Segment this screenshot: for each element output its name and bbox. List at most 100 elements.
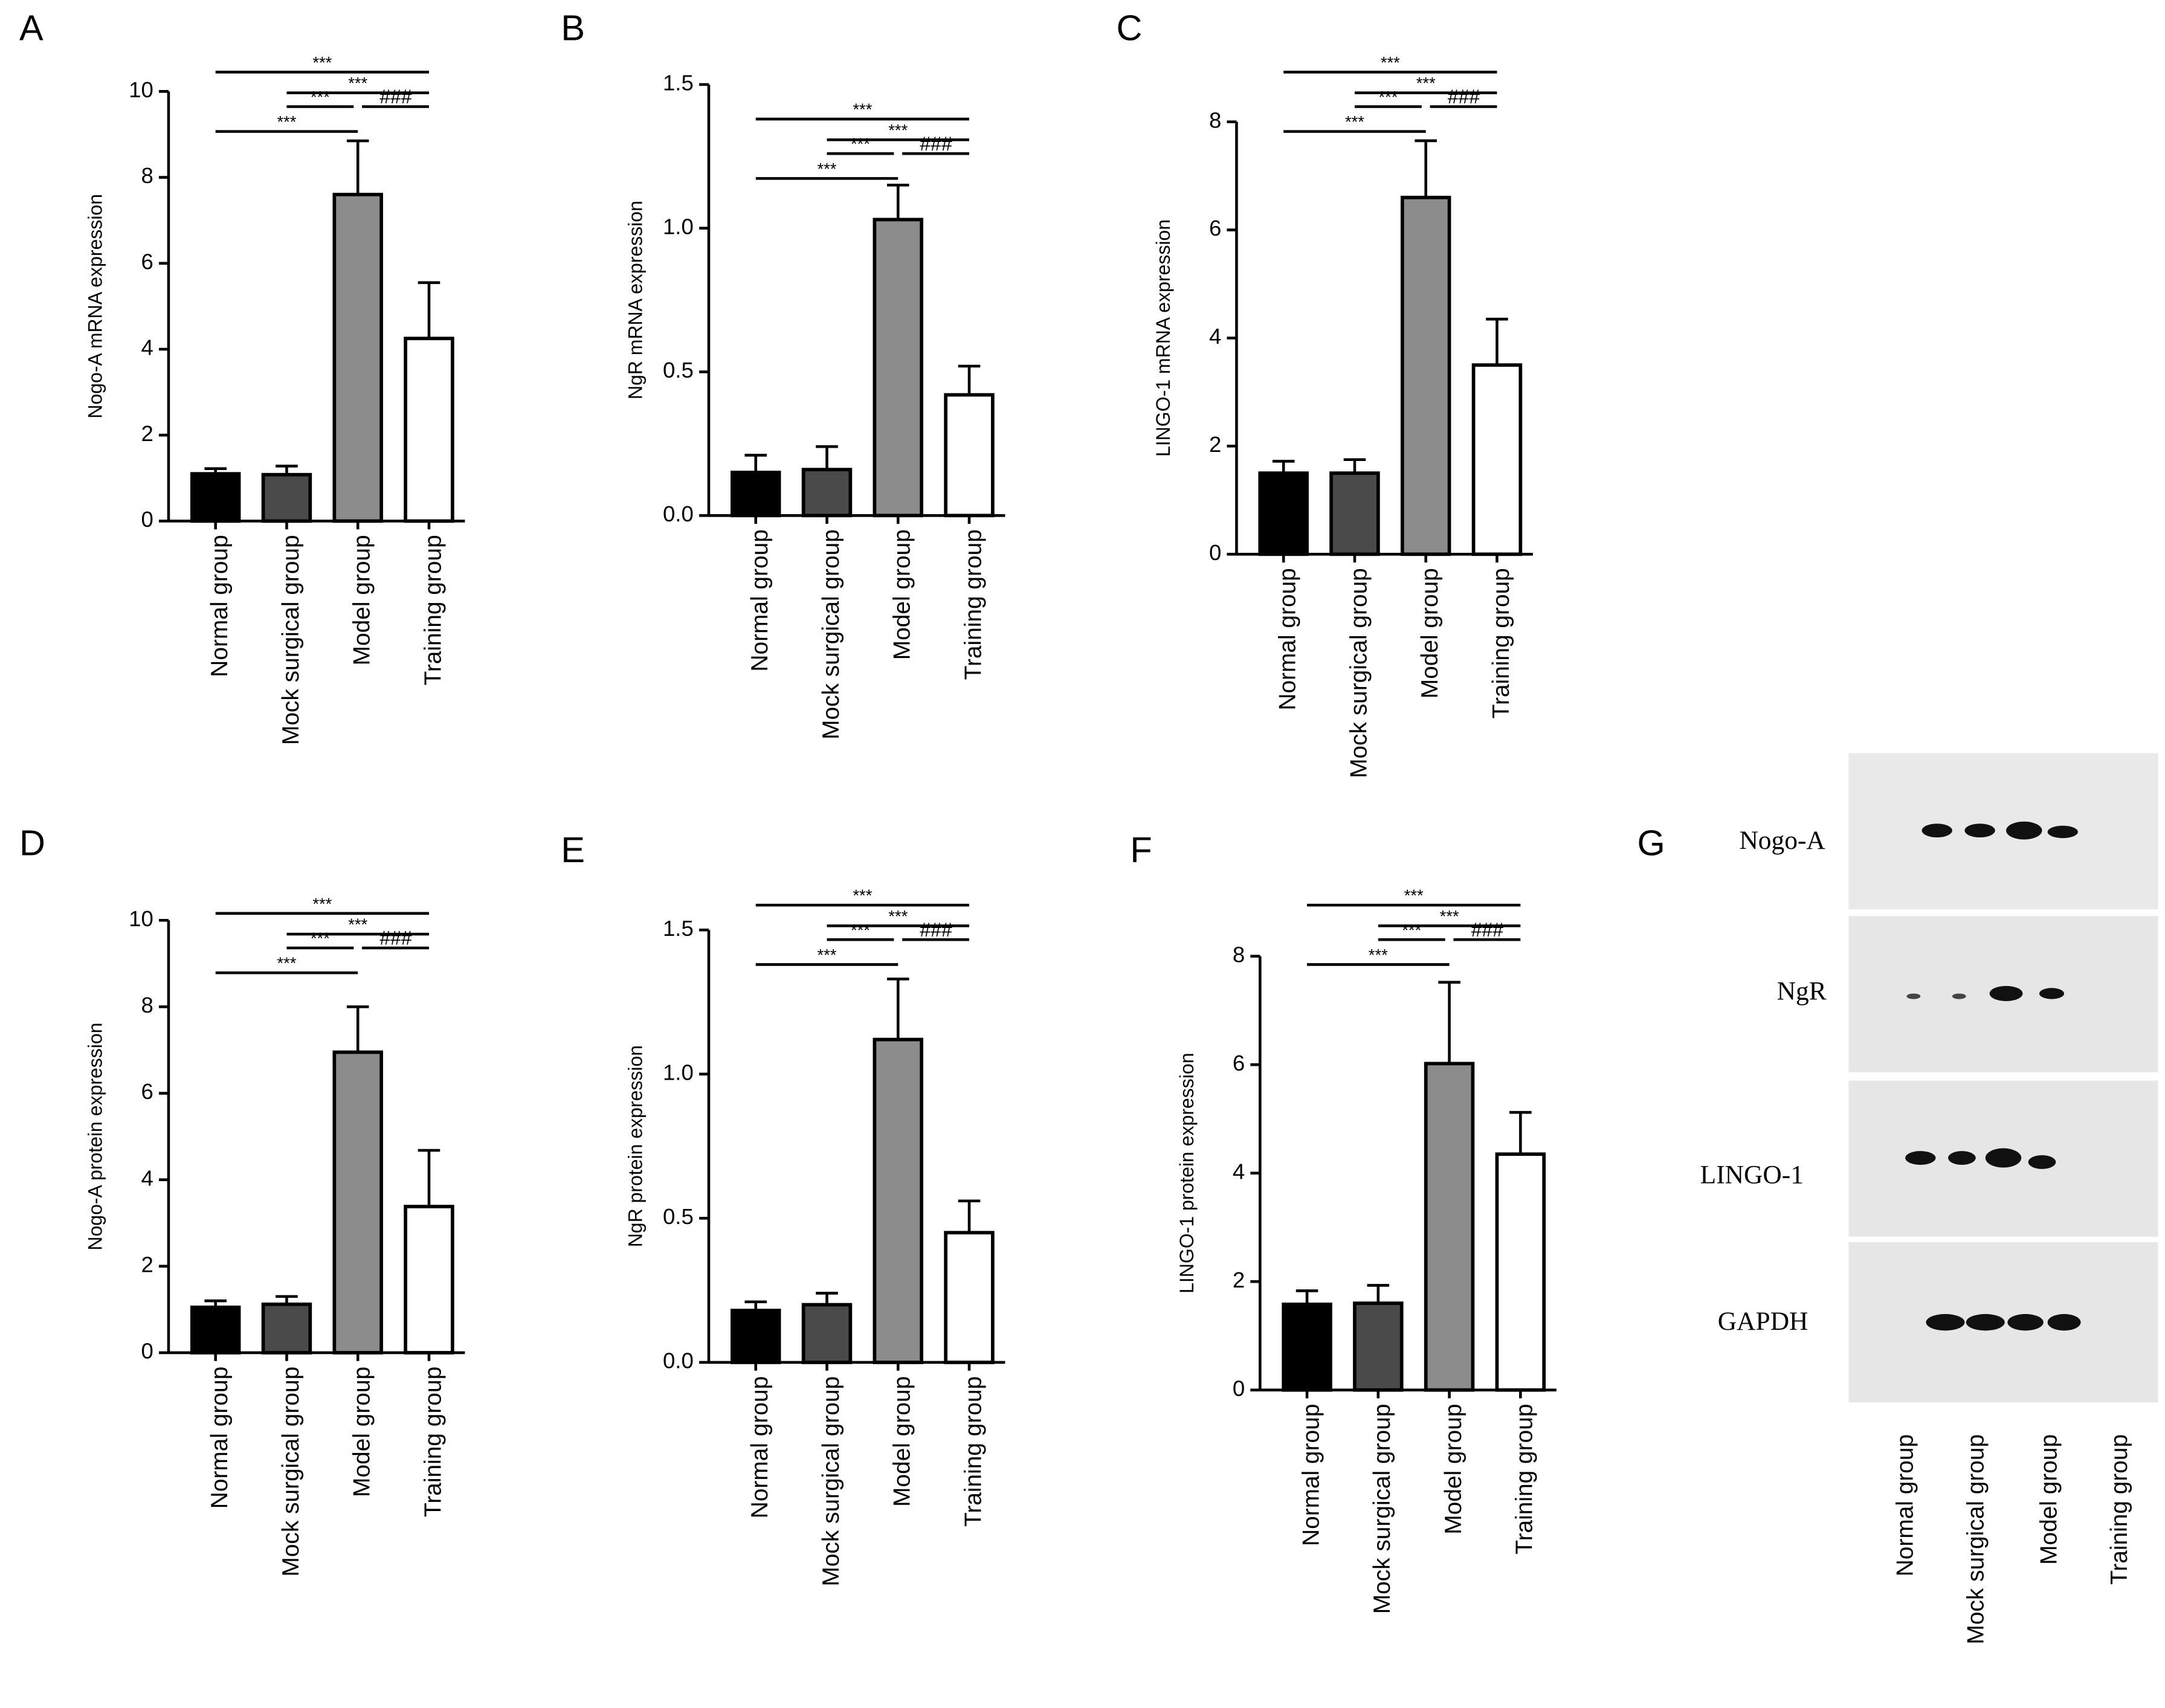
- band: [2006, 821, 2042, 840]
- significance-label: ***: [888, 907, 908, 926]
- y-tick-label: 0: [1209, 540, 1221, 565]
- y-tick-label: 1.5: [663, 71, 694, 95]
- blot-row-label: Nogo-A: [1739, 826, 1825, 855]
- y-axis-label: NgR protein expression: [625, 1045, 647, 1247]
- bar: [944, 1231, 995, 1364]
- bar: [801, 1303, 853, 1364]
- y-tick-label: 10: [129, 906, 153, 931]
- band: [1921, 823, 1952, 838]
- y-tick-label: 0.0: [663, 1349, 694, 1373]
- bar: [190, 1305, 241, 1355]
- bar: [873, 1037, 923, 1364]
- band: [2047, 1313, 2081, 1331]
- x-tick-label: Training group: [420, 1367, 446, 1517]
- band: [2039, 988, 2065, 999]
- x-tick-label: Model group: [1441, 1404, 1466, 1535]
- y-axis-label: Nogo-A protein expression: [85, 1023, 106, 1251]
- y-tick-label: 4: [1209, 324, 1221, 349]
- bar: [261, 1302, 312, 1355]
- significance-label: ***: [311, 929, 330, 948]
- significance-label: ***: [277, 112, 296, 131]
- panel-label: E: [561, 830, 585, 870]
- y-tick-label: 4: [141, 1165, 153, 1190]
- blot-row-label: NgR: [1777, 976, 1827, 1005]
- y-tick-label: 8: [141, 993, 153, 1017]
- significance-label: ###: [379, 86, 413, 108]
- y-axis-label: LINGO-1 protein expression: [1176, 1052, 1198, 1293]
- band: [2007, 1313, 2044, 1331]
- panel-label: F: [1130, 830, 1152, 870]
- bar: [261, 472, 312, 523]
- x-tick-label: Normal group: [747, 1376, 773, 1518]
- bar: [873, 218, 923, 518]
- y-tick-label: 1.0: [663, 1060, 694, 1084]
- y-axis-label: NgR mRNA expression: [625, 201, 647, 399]
- x-tick-label: Mock surgical group: [818, 529, 844, 740]
- x-tick-label: Mock surgical group: [818, 1376, 844, 1587]
- significance-label: ***: [1345, 112, 1364, 131]
- x-tick-label: Normal group: [207, 535, 233, 677]
- significance-label: ###: [379, 927, 413, 949]
- bar: [1471, 363, 1523, 556]
- panel-label: C: [1117, 7, 1143, 48]
- band: [2047, 825, 2078, 839]
- significance-label: ***: [1404, 886, 1424, 905]
- panel-label: A: [19, 7, 44, 48]
- blot-strip: [1848, 753, 2158, 909]
- significance-label: ***: [311, 88, 330, 106]
- significance-label: ***: [851, 921, 870, 939]
- bar: [1495, 1152, 1546, 1392]
- y-tick-label: 0: [141, 507, 153, 532]
- blot-lane-label: Training group: [2106, 1434, 2132, 1585]
- significance-label: ***: [1378, 88, 1398, 106]
- y-tick-label: 2: [141, 1252, 153, 1277]
- y-tick-label: 2: [141, 421, 153, 446]
- y-tick-label: 10: [129, 77, 153, 102]
- y-tick-label: 0.0: [663, 501, 694, 526]
- panel-label: G: [1637, 822, 1665, 863]
- x-tick-label: Model group: [349, 1367, 375, 1497]
- blot-lane-label: Normal group: [1892, 1434, 1918, 1576]
- significance-label: ###: [1447, 86, 1480, 108]
- significance-label: ###: [920, 919, 953, 941]
- y-tick-label: 8: [1209, 108, 1221, 132]
- band: [1952, 993, 1966, 999]
- x-tick-label: Mock surgical group: [278, 1367, 304, 1577]
- significance-label: ***: [348, 74, 367, 92]
- x-tick-label: Mock surgical group: [1369, 1404, 1395, 1614]
- significance-label: ***: [1369, 946, 1388, 964]
- y-tick-label: 0: [1233, 1376, 1245, 1400]
- significance-label: ***: [312, 53, 332, 72]
- y-tick-label: 4: [141, 335, 153, 360]
- bar: [1424, 1062, 1475, 1392]
- significance-label: ***: [1416, 74, 1436, 92]
- x-tick-label: Mock surgical group: [278, 535, 304, 745]
- bar: [332, 193, 383, 523]
- significance-label: ###: [920, 133, 953, 155]
- band: [1989, 985, 2023, 1002]
- bar: [1282, 1303, 1332, 1392]
- y-tick-label: 0.5: [663, 1204, 694, 1229]
- bar: [1329, 471, 1380, 556]
- bar: [1258, 471, 1309, 556]
- x-tick-label: Training group: [420, 535, 446, 685]
- bar: [1400, 196, 1451, 556]
- x-tick-label: Normal group: [1298, 1404, 1324, 1546]
- y-tick-label: 0: [141, 1339, 153, 1364]
- y-tick-label: 4: [1233, 1159, 1245, 1184]
- bar: [190, 472, 241, 523]
- significance-label: ***: [1402, 921, 1421, 939]
- x-tick-label: Training group: [960, 1376, 986, 1527]
- y-tick-label: 8: [1233, 942, 1245, 967]
- band: [1948, 1151, 1976, 1165]
- band: [1905, 1151, 1936, 1165]
- y-tick-label: 1.5: [663, 916, 694, 941]
- x-tick-label: Normal group: [1275, 568, 1301, 710]
- bar: [731, 471, 781, 518]
- x-tick-label: Model group: [1417, 568, 1443, 698]
- bar: [1353, 1301, 1404, 1392]
- blot-row-label: GAPDH: [1718, 1307, 1808, 1336]
- x-tick-label: Training group: [1512, 1404, 1538, 1555]
